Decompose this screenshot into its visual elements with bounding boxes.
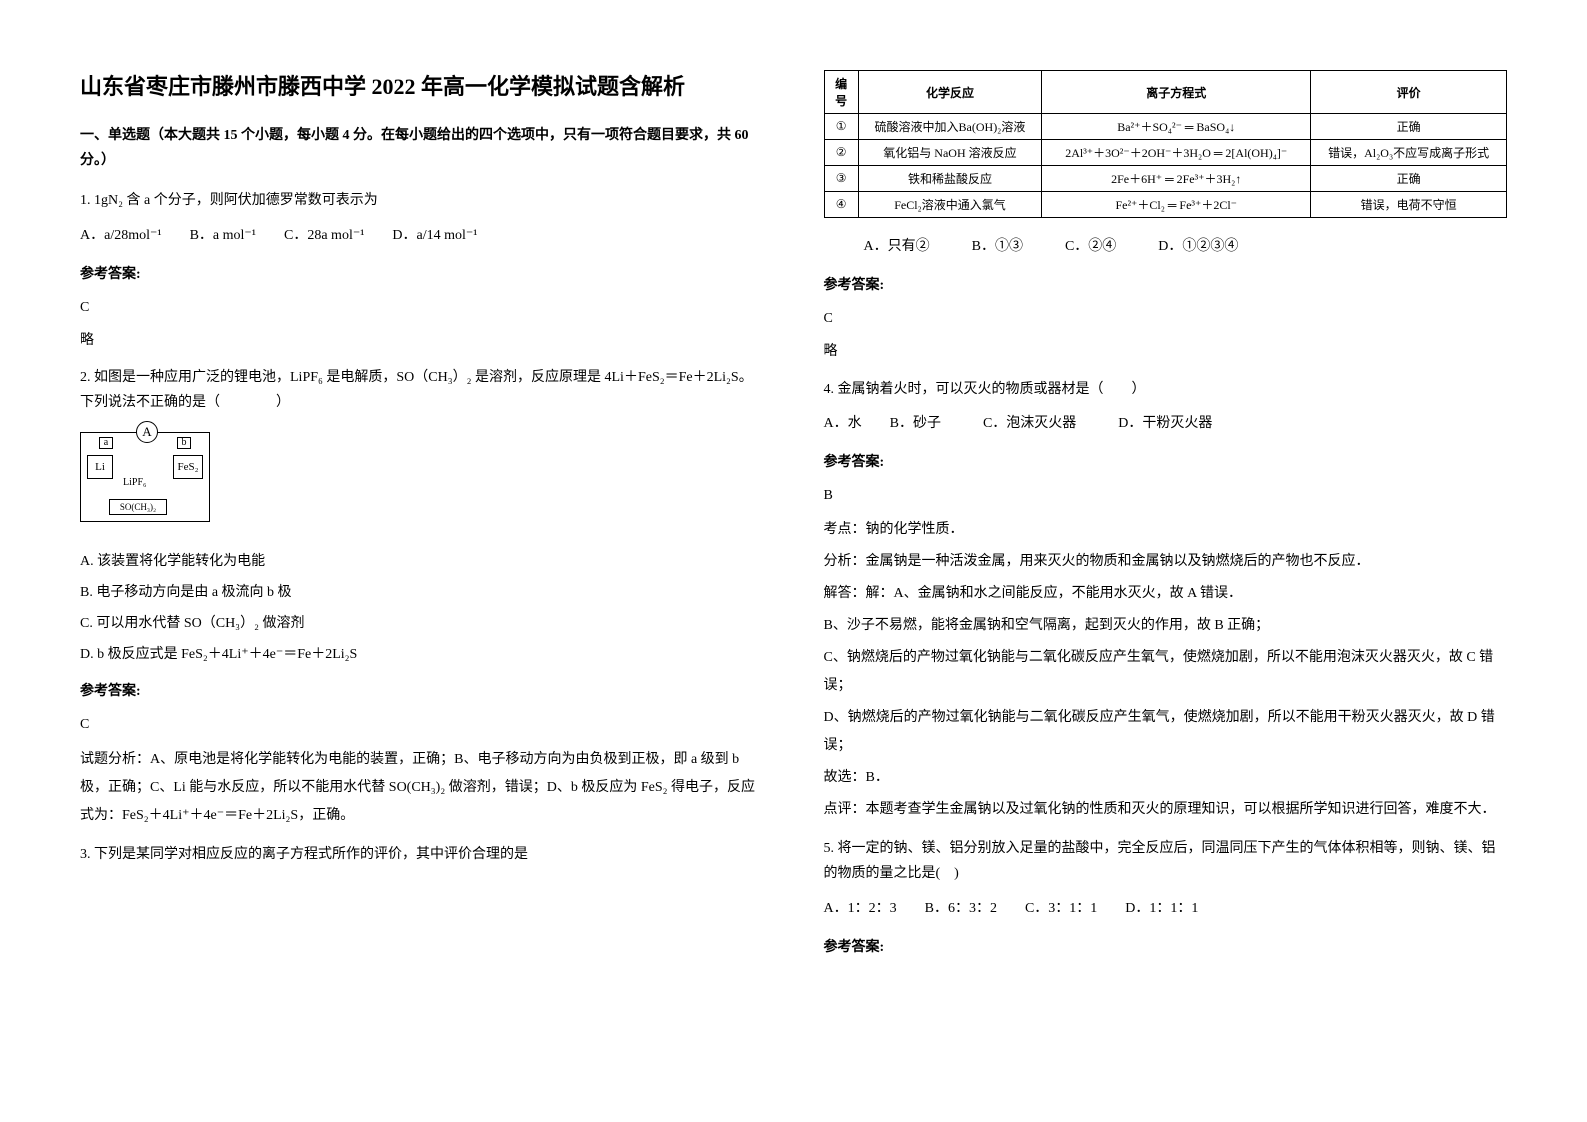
question-4: 4. 金属钠着火时，可以灭火的物质或器材是（ ） A．水 B．砂子 C．泡沫灭火… [824, 377, 1508, 825]
q4-text: 4. 金属钠着火时，可以灭火的物质或器材是（ ） [824, 377, 1508, 402]
cell-rxn: 铁和稀盐酸反应 [858, 166, 1041, 192]
table-row: ④ FeCl₂溶液中通入氯气 Fe²⁺＋Cl₂ ═ Fe³⁺＋2Cl⁻ 错误，电… [824, 192, 1507, 218]
q1-answer: C [80, 295, 764, 320]
table-row: ① 硫酸溶液中加入Ba(OH)₂溶液 Ba²⁺＋SO₄²⁻ ═ BaSO₄↓ 正… [824, 114, 1507, 140]
q1-text: 1. 1gN₂ 含 a 个分子，则阿伏加德罗常数可表示为 [80, 188, 764, 213]
q4-line1: 考点：钠的化学性质． [824, 516, 1508, 544]
q4-line6: D、钠燃烧后的产物过氧化钠能与二氧化碳反应产生氧气，使燃烧加剧，所以不能用干粉灭… [824, 704, 1508, 760]
cell-eval: 正确 [1311, 114, 1507, 140]
q3-answer-label: 参考答案: [824, 273, 1508, 298]
q3-options: A．只有② B．①③ C．②④ D．①②③④ [824, 233, 1508, 261]
q2-optC: C. 可以用水代替 SO（CH₃）₂ 做溶剂 [80, 611, 764, 636]
cell-num: ② [824, 140, 858, 166]
q4-line2: 分析：金属钠是一种活泼金属，用来灭火的物质和金属钠以及钠燃烧后的产物也不反应． [824, 548, 1508, 576]
diagram-badge: A [136, 421, 158, 443]
q2-answer-label: 参考答案: [80, 679, 764, 704]
q1-answer-label: 参考答案: [80, 262, 764, 287]
q3-answer: C [824, 306, 1508, 331]
cell-num: ④ [824, 192, 858, 218]
q4-line8: 点评：本题考查学生金属钠以及过氧化钠的性质和灭火的原理知识，可以根据所学知识进行… [824, 796, 1508, 824]
q4-line5: C、钠燃烧后的产物过氧化钠能与二氧化碳反应产生氧气，使燃烧加剧，所以不能用泡沫灭… [824, 644, 1508, 700]
q4-line7: 故选：B． [824, 764, 1508, 792]
q2-explain: 试题分析：A、原电池是将化学能转化为电能的装置，正确；B、电子移动方向为由负极到… [80, 746, 764, 830]
cell-eval: 正确 [1311, 166, 1507, 192]
q5-options: A．1：2：3 B．6：3：2 C．3：1：1 D．1：1：1 [824, 895, 1508, 923]
terminal-a: a [99, 437, 113, 449]
cell-num: ③ [824, 166, 858, 192]
cell-eval: 错误，Al₂O₃不应写成离子形式 [1311, 140, 1507, 166]
q3-brief: 略 [824, 339, 1508, 364]
q4-line3: 解答：解：A、金属钠和水之间能反应，不能用水灭火，故 A 错误． [824, 580, 1508, 608]
cell-rxn: 氧化铝与 NaOH 溶液反应 [858, 140, 1041, 166]
q4-answer: B [824, 483, 1508, 508]
cell-eqn: Fe²⁺＋Cl₂ ═ Fe³⁺＋2Cl⁻ [1042, 192, 1311, 218]
q3-text: 3. 下列是某同学对相应反应的离子方程式所作的评价，其中评价合理的是 [80, 842, 764, 867]
th-num: 编号 [824, 71, 858, 114]
q5-text: 5. 将一定的钠、镁、铝分别放入足量的盐酸中，完全反应后，同温同压下产生的气体体… [824, 836, 1508, 886]
q4-options: A．水 B．砂子 C．泡沫灭火器 D．干粉灭火器 [824, 410, 1508, 438]
cell-eqn: 2Al³⁺＋3O²⁻＋2OH⁻＋3H₂O ═ 2[Al(OH)₄]⁻ [1042, 140, 1311, 166]
right-column: 编号 化学反应 离子方程式 评价 ① 硫酸溶液中加入Ba(OH)₂溶液 Ba²⁺… [794, 70, 1538, 1052]
question-5: 5. 将一定的钠、镁、铝分别放入足量的盐酸中，完全反应后，同温同压下产生的气体体… [824, 836, 1508, 960]
cell-eval: 错误，电荷不守恒 [1311, 192, 1507, 218]
q1-options: A．a/28mol⁻¹ B．a mol⁻¹ C．28a mol⁻¹ D．a/14… [80, 222, 764, 250]
doc-title: 山东省枣庄市滕州市滕西中学 2022 年高一化学模拟试题含解析 [80, 70, 764, 103]
q2-optB: B. 电子移动方向是由 a 极流向 b 极 [80, 580, 764, 605]
cell-eqn: 2Fe＋6H⁺ ═ 2Fe³⁺＋3H₂↑ [1042, 166, 1311, 192]
table-row: ③ 铁和稀盐酸反应 2Fe＋6H⁺ ═ 2Fe³⁺＋3H₂↑ 正确 [824, 166, 1507, 192]
section-header: 一、单选题（本大题共 15 个小题，每小题 4 分。在每小题给出的四个选项中，只… [80, 123, 764, 173]
cell-eqn: Ba²⁺＋SO₄²⁻ ═ BaSO₄↓ [1042, 114, 1311, 140]
q2-answer: C [80, 712, 764, 737]
cell-rxn: 硫酸溶液中加入Ba(OH)₂溶液 [858, 114, 1041, 140]
question-3-intro: 3. 下列是某同学对相应反应的离子方程式所作的评价，其中评价合理的是 [80, 842, 764, 867]
q5-answer-label: 参考答案: [824, 935, 1508, 960]
question-1: 1. 1gN₂ 含 a 个分子，则阿伏加德罗常数可表示为 A．a/28mol⁻¹… [80, 188, 764, 353]
cell-rxn: FeCl₂溶液中通入氯气 [858, 192, 1041, 218]
battery-diagram: A a b Li FeS₂ LiPF₆ SO(CH₃)₂ [80, 432, 210, 522]
electrolyte-2: SO(CH₃)₂ [109, 499, 167, 515]
q2-optD: D. b 极反应式是 FeS₂＋4Li⁺＋4e⁻＝Fe＋2Li₂S [80, 642, 764, 667]
ion-equation-table: 编号 化学反应 离子方程式 评价 ① 硫酸溶液中加入Ba(OH)₂溶液 Ba²⁺… [824, 70, 1508, 218]
electrode-li: Li [87, 455, 113, 479]
q4-line4: B、沙子不易燃，能将金属钠和空气隔离，起到灭火的作用，故 B 正确； [824, 612, 1508, 640]
th-equation: 离子方程式 [1042, 71, 1311, 114]
q4-answer-label: 参考答案: [824, 450, 1508, 475]
q2-optA: A. 该装置将化学能转化为电能 [80, 549, 764, 574]
th-eval: 评价 [1311, 71, 1507, 114]
table-row: ② 氧化铝与 NaOH 溶液反应 2Al³⁺＋3O²⁻＋2OH⁻＋3H₂O ═ … [824, 140, 1507, 166]
cell-num: ① [824, 114, 858, 140]
electrode-fes2: FeS₂ [173, 455, 203, 479]
q2-text: 2. 如图是一种应用广泛的锂电池，LiPF₆ 是电解质，SO（CH₃）₂ 是溶剂… [80, 365, 764, 415]
question-2: 2. 如图是一种应用广泛的锂电池，LiPF₆ 是电解质，SO（CH₃）₂ 是溶剂… [80, 365, 764, 830]
electrolyte-1: LiPF₆ [123, 473, 147, 493]
terminal-b: b [177, 437, 191, 449]
table-header-row: 编号 化学反应 离子方程式 评价 [824, 71, 1507, 114]
q1-brief: 略 [80, 328, 764, 353]
th-reaction: 化学反应 [858, 71, 1041, 114]
left-column: 山东省枣庄市滕州市滕西中学 2022 年高一化学模拟试题含解析 一、单选题（本大… [50, 70, 794, 1052]
